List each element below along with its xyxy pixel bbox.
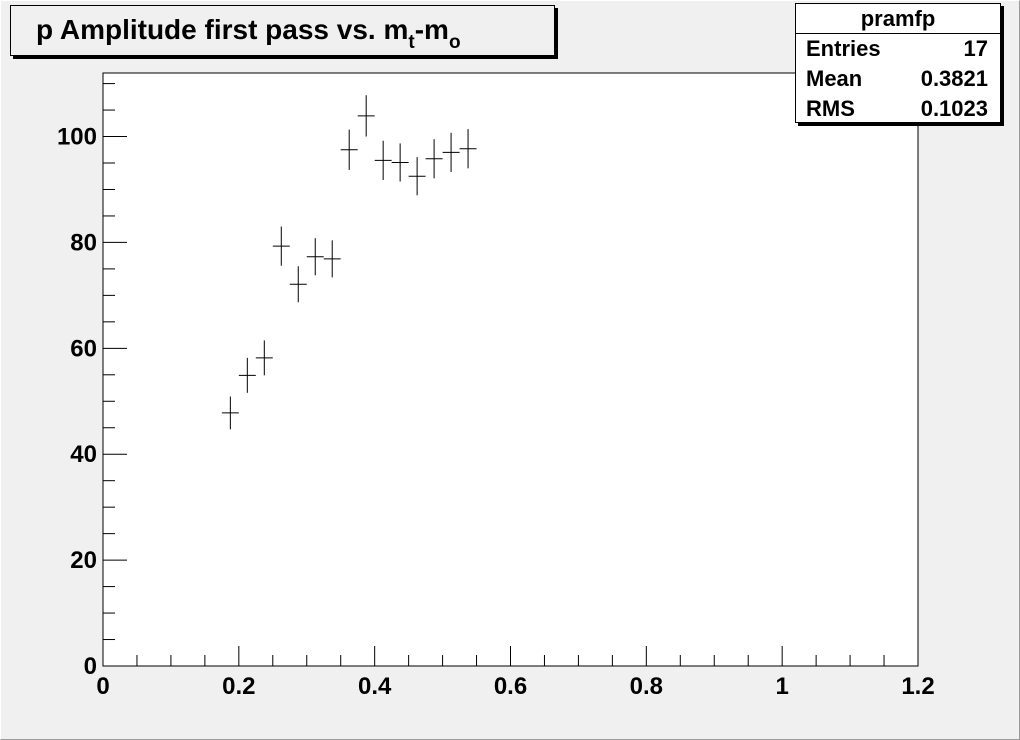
data-point <box>289 266 307 303</box>
y-tick-label: 20 <box>70 547 97 574</box>
data-point <box>272 226 290 266</box>
x-tick-label: 1.2 <box>901 673 934 700</box>
data-point <box>340 129 358 170</box>
data-point <box>238 357 256 393</box>
stats-box: pramfp Entries 17 Mean 0.3821 RMS 0.1023 <box>795 3 1001 123</box>
data-point <box>442 132 460 173</box>
title-mid: -m <box>414 14 449 45</box>
title-box: p Amplitude first pass vs. mt-mo <box>10 5 555 56</box>
stats-row-rms: RMS 0.1023 <box>796 94 1000 124</box>
plot-frame <box>102 72 919 667</box>
x-tick-label: 0.4 <box>358 673 392 700</box>
data-point <box>323 240 341 278</box>
stats-label-rms: RMS <box>806 96 855 121</box>
stats-row-mean: Mean 0.3821 <box>796 64 1000 94</box>
stats-label-mean: Mean <box>806 66 863 91</box>
y-tick-label: 60 <box>70 335 97 362</box>
y-axis: 0 20 40 60 80 100 <box>57 83 127 680</box>
data-point <box>459 129 477 169</box>
chart-title: p Amplitude first pass vs. mt-mo <box>36 14 461 52</box>
data-point <box>221 396 239 430</box>
data-point <box>374 140 392 180</box>
x-tick-label: 0.8 <box>630 673 663 700</box>
data-point <box>306 238 324 276</box>
x-tick-label: 0.6 <box>494 673 527 700</box>
title-prefix: p Amplitude first pass vs. m <box>36 14 409 45</box>
x-axis: 0 0.2 0.4 0.6 0.8 1 1.2 <box>96 646 935 700</box>
stats-row-entries: Entries 17 <box>796 34 1000 64</box>
data-point <box>408 157 426 196</box>
data-point <box>425 139 443 179</box>
data-point <box>357 95 375 137</box>
stats-value-rms: 0.1023 <box>920 96 988 121</box>
x-tick-label: 0.2 <box>222 673 255 700</box>
title-subscript-t: t <box>408 32 415 53</box>
y-tick-label: 100 <box>57 124 97 151</box>
y-tick-label: 40 <box>70 441 97 468</box>
y-tick-label: 80 <box>70 229 97 256</box>
stats-label-entries: Entries <box>806 36 881 61</box>
x-tick-label: 0 <box>96 673 109 700</box>
stats-value-mean: 0.3821 <box>920 66 988 91</box>
data-point <box>391 143 409 182</box>
y-tick-label: 0 <box>84 653 97 680</box>
stats-histogram-name: pramfp <box>796 4 1000 34</box>
x-tick-label: 1 <box>775 673 788 700</box>
data-points <box>221 95 477 430</box>
title-subscript-o: o <box>448 32 461 53</box>
data-point <box>255 340 273 376</box>
stats-value-entries: 17 <box>963 36 988 61</box>
